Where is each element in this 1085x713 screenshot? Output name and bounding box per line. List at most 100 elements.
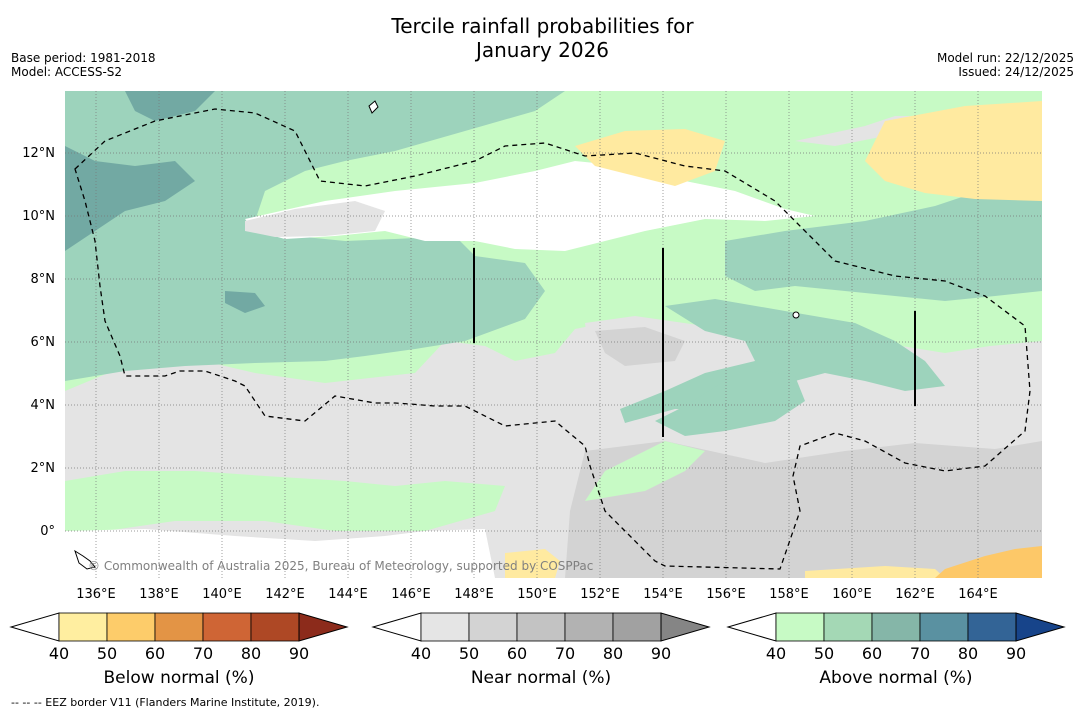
colorbar-below-segment [202, 612, 252, 642]
cb-above-tick: 70 [909, 644, 931, 663]
lon-label: 144°E [328, 587, 368, 602]
colorbar-above-segment [967, 612, 1017, 642]
colorbar-above-max-arrow [1015, 612, 1066, 642]
cb-above-tick: 60 [861, 644, 883, 663]
region-near-50c [565, 441, 1042, 578]
cb-near-tick: 40 [410, 644, 432, 663]
colorbar-below-segment [58, 612, 108, 642]
cb-near-tick: 50 [458, 644, 480, 663]
region-above-50-se [655, 371, 805, 436]
map-title: Tercile rainfall probabilities for Janua… [0, 14, 1085, 62]
colorbar-above-segment [823, 612, 873, 642]
cb-below-tick: 90 [288, 644, 310, 663]
cb-above-tick: 40 [765, 644, 787, 663]
colorbar-above-segment [871, 612, 921, 642]
colorbar-near-min-arrow [371, 612, 422, 642]
island-guam [368, 100, 379, 114]
lat-label: 12°N [22, 146, 55, 161]
region-near-north [245, 201, 385, 237]
colorbar-near-segment [516, 612, 566, 642]
region-above-50 [65, 91, 565, 381]
colorbar-above-min-arrow [726, 612, 777, 642]
eez-footnote: -- -- -- EEZ border V11 (Flanders Marine… [11, 696, 320, 709]
lat-label: 10°N [22, 209, 55, 224]
region-above-60-n [125, 91, 215, 121]
model-run: Model run: 22/12/2025 [936, 51, 1074, 65]
lat-label: 2°N [30, 461, 56, 476]
island-png [74, 549, 96, 570]
colorbar-near-segment [612, 612, 662, 642]
colorbar-label-below: Below normal (%) [103, 668, 255, 688]
cb-above-tick: 80 [957, 644, 979, 663]
colorbar-near-segment [468, 612, 518, 642]
cb-near-tick: 60 [506, 644, 528, 663]
colorbar-below-segment [250, 612, 300, 642]
lon-label: 142°E [265, 587, 305, 602]
region-above-south [65, 471, 505, 531]
cb-below-tick: 50 [96, 644, 118, 663]
map-panel [65, 91, 1042, 578]
island-pohnpei [792, 311, 800, 319]
lon-label: 152°E [580, 587, 620, 602]
region-white-south [65, 529, 495, 578]
base-period: Base period: 1981-2018 [11, 51, 156, 65]
lon-label: 156°E [706, 587, 746, 602]
credit-text: © Commonwealth of Australia 2025, Bureau… [88, 559, 594, 573]
colorbar-near-max-arrow [660, 612, 711, 642]
lon-label: 148°E [454, 587, 494, 602]
title-line-2: January 2026 [475, 38, 610, 62]
colorbars-svg [9, 612, 1066, 642]
colorbar-label-near: Near normal (%) [470, 668, 612, 688]
cb-below-tick: 40 [48, 644, 70, 663]
colorbar-below-segment [106, 612, 156, 642]
lat-label: 8°N [30, 272, 56, 287]
lon-label: 146°E [391, 587, 431, 602]
issued-date: Issued: 24/12/2025 [958, 65, 1074, 79]
colorbar-near-segment [564, 612, 614, 642]
region-above-50-east [725, 183, 1042, 301]
colorbar-above-segment [919, 612, 969, 642]
colorbar-near-segment [420, 612, 470, 642]
lon-label: 136°E [76, 587, 116, 602]
title-line-1: Tercile rainfall probabilities for [391, 14, 694, 38]
eez-border [74, 108, 1031, 570]
lon-label: 158°E [769, 587, 809, 602]
meta-right: Model run: 22/12/2025 Issued: 24/12/2025 [937, 51, 1074, 79]
colorbar-below-segment [154, 612, 204, 642]
cb-near-tick: 80 [602, 644, 624, 663]
model-name: Model: ACCESS-S2 [11, 65, 123, 79]
lat-label: 6°N [30, 335, 56, 350]
lon-label: 140°E [202, 587, 242, 602]
region-above-50-mid [620, 299, 945, 423]
colorbar-below-max-arrow [298, 612, 349, 642]
colorbar-above-segment [775, 612, 825, 642]
cb-near-tick: 70 [554, 644, 576, 663]
cb-below-tick: 70 [192, 644, 214, 663]
cb-near-tick: 90 [650, 644, 672, 663]
lon-label: 150°E [517, 587, 557, 602]
region-below-40-s [505, 549, 560, 578]
region-above-se [585, 441, 705, 501]
region-above-60-w [225, 291, 265, 313]
cb-above-tick: 50 [813, 644, 835, 663]
cb-above-tick: 90 [1005, 644, 1027, 663]
islands [74, 100, 800, 570]
region-below-40-se [805, 566, 945, 578]
region-below-40-ne [865, 101, 1042, 201]
region-below-40-n [575, 129, 725, 186]
cb-below-tick: 80 [240, 644, 262, 663]
lon-label: 164°E [958, 587, 998, 602]
lat-label: 0° [40, 524, 55, 539]
lon-label: 162°E [895, 587, 935, 602]
lat-label: 4°N [30, 398, 56, 413]
meta-left: Base period: 1981-2018 Model: ACCESS-S2 [11, 51, 156, 79]
lon-label: 138°E [139, 587, 179, 602]
lon-label: 154°E [643, 587, 683, 602]
colorbar-below-min-arrow [9, 612, 60, 642]
map-svg [65, 91, 1042, 578]
boundary-ticks [473, 248, 916, 437]
region-below-50-se [935, 546, 1042, 578]
colorbar-label-above: Above normal (%) [819, 668, 973, 688]
cb-below-tick: 60 [144, 644, 166, 663]
lon-label: 160°E [832, 587, 872, 602]
